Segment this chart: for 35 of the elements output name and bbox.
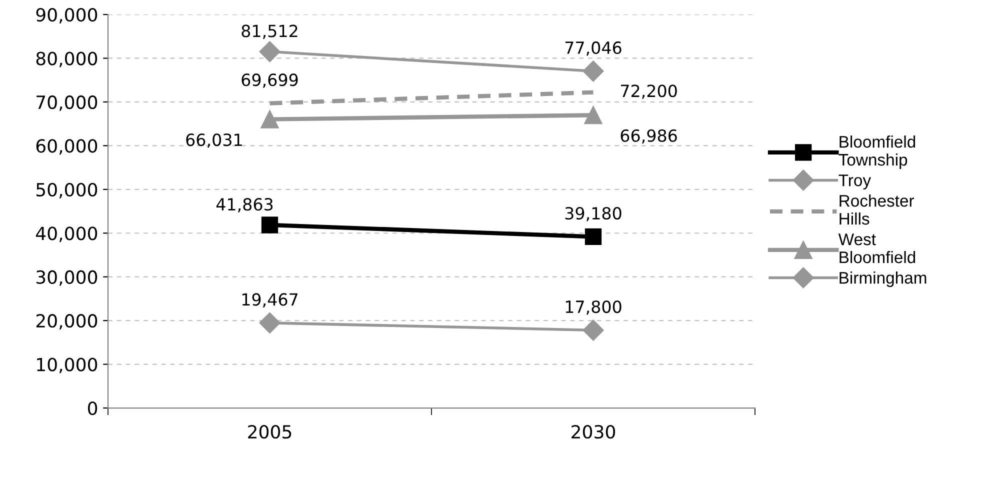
x-tick-label: 2030 [572,424,616,439]
y-tick-label: 80,000 [36,52,98,68]
legend-label: Birmingham [840,272,926,288]
y-tick-label: 60,000 [36,139,98,155]
data-label: 41,863 [216,198,273,212]
point [259,312,280,334]
y-tick-label: 70,000 [36,95,98,111]
data-label: 19,467 [242,293,298,308]
data-label: 81,512 [242,24,298,39]
legend-label: Bloomfield Township [838,135,916,169]
point [261,216,278,234]
y-tick-label: 20,000 [36,314,98,330]
y-tick-label: 10,000 [37,358,98,374]
y-tick-label: 30,000 [36,270,98,286]
point [260,110,279,128]
point [584,228,602,246]
point [582,60,604,82]
point [584,106,602,124]
legend-label: Rochester Hills [840,194,914,225]
legend-label: West Bloomfield [838,234,916,264]
data-label: 72,200 [621,84,677,99]
point [259,41,280,62]
x-tick-label: 2005 [248,424,292,439]
data-label: 17,800 [566,300,622,315]
data-label: 77,046 [565,41,622,56]
y-tick-label: 90,000 [36,8,98,24]
data-label: 66,986 [620,129,677,144]
legend-label: Troy [838,174,872,190]
y-tick-label: 50,000 [36,182,98,198]
data-label: 69,699 [242,74,298,88]
data-label: 39,180 [565,206,622,222]
y-tick-label: 0 [88,401,98,416]
point [582,320,604,341]
data-label: 66,031 [186,134,242,148]
y-tick-label: 40,000 [36,226,98,242]
